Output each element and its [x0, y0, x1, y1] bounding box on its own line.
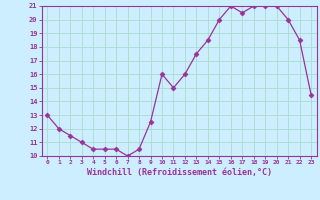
X-axis label: Windchill (Refroidissement éolien,°C): Windchill (Refroidissement éolien,°C) — [87, 168, 272, 177]
